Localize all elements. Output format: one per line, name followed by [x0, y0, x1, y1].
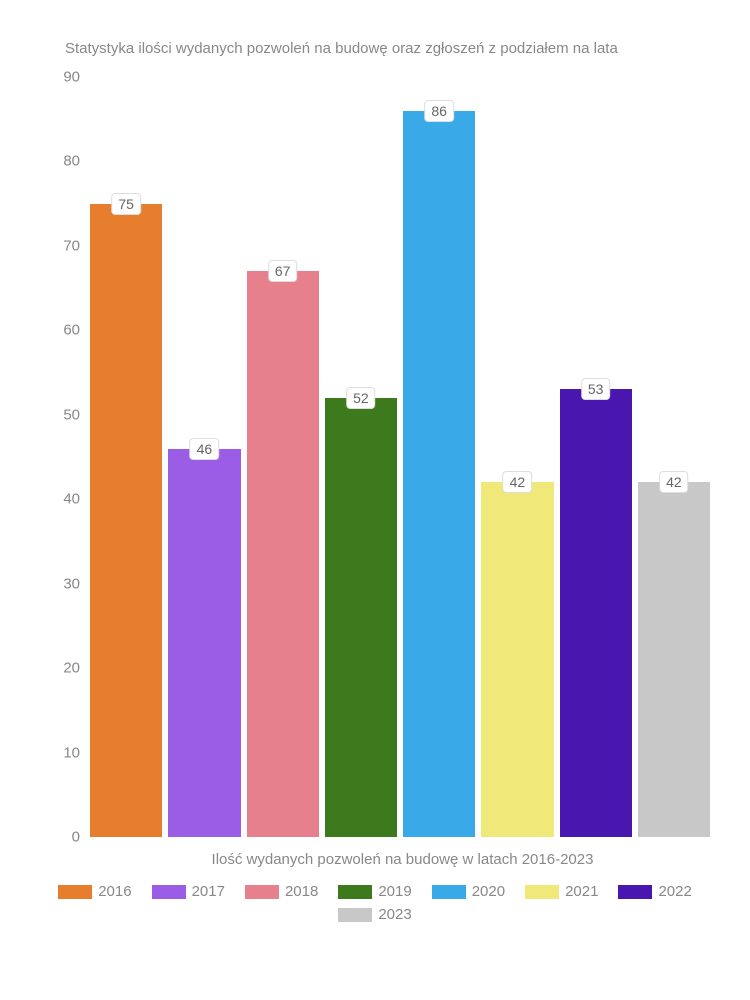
bar-chart: Statystyka ilości wydanych pozwoleń na b…	[30, 40, 720, 970]
bar-wrapper: 67	[244, 77, 322, 837]
legend-swatch	[58, 885, 92, 899]
legend-item-2019: 2019	[338, 883, 411, 900]
chart-title: Statystyka ilości wydanych pozwoleń na b…	[30, 40, 720, 57]
bar-value-label: 75	[111, 193, 141, 215]
y-tick: 10	[40, 744, 80, 761]
bar-wrapper: 42	[635, 77, 713, 837]
legend-label: 2018	[285, 883, 318, 900]
legend-swatch	[525, 885, 559, 899]
bar-2017: 46	[168, 449, 240, 837]
legend-swatch	[338, 908, 372, 922]
y-tick: 90	[40, 69, 80, 86]
bar-value-label: 42	[503, 471, 533, 493]
legend: 2016 2017 2018 2019 2020 2021 2022 2023	[30, 880, 720, 926]
y-tick: 40	[40, 491, 80, 508]
legend-item-2021: 2021	[525, 883, 598, 900]
legend-swatch	[152, 885, 186, 899]
y-tick: 30	[40, 575, 80, 592]
y-tick: 50	[40, 406, 80, 423]
bar-value-label: 46	[190, 438, 220, 460]
bar-2022: 53	[560, 389, 632, 837]
bars-region: 7546675286425342	[85, 77, 715, 837]
x-axis-label: Ilość wydanych pozwoleń na budowę w lata…	[85, 851, 720, 868]
bar-value-label: 67	[268, 260, 298, 282]
legend-item-2018: 2018	[245, 883, 318, 900]
bar-wrapper: 52	[322, 77, 400, 837]
bar-2020: 86	[403, 111, 475, 837]
legend-item-2022: 2022	[618, 883, 691, 900]
legend-label: 2023	[378, 906, 411, 923]
legend-label: 2016	[98, 883, 131, 900]
bar-2016: 75	[90, 204, 162, 837]
y-tick: 60	[40, 322, 80, 339]
bar-wrapper: 86	[400, 77, 478, 837]
legend-label: 2022	[658, 883, 691, 900]
y-tick: 70	[40, 237, 80, 254]
legend-swatch	[245, 885, 279, 899]
legend-swatch	[618, 885, 652, 899]
legend-label: 2020	[472, 883, 505, 900]
bar-value-label: 42	[659, 471, 689, 493]
y-tick: 20	[40, 660, 80, 677]
bar-2023: 42	[638, 482, 710, 837]
legend-item-2017: 2017	[152, 883, 225, 900]
bar-value-label: 52	[346, 387, 376, 409]
y-tick: 80	[40, 153, 80, 170]
legend-item-2020: 2020	[432, 883, 505, 900]
legend-label: 2019	[378, 883, 411, 900]
legend-label: 2021	[565, 883, 598, 900]
bar-value-label: 86	[424, 100, 454, 122]
bar-wrapper: 53	[557, 77, 635, 837]
bar-value-label: 53	[581, 378, 611, 400]
legend-label: 2017	[192, 883, 225, 900]
legend-item-2016: 2016	[58, 883, 131, 900]
bar-wrapper: 42	[478, 77, 556, 837]
legend-swatch	[432, 885, 466, 899]
legend-swatch	[338, 885, 372, 899]
bar-2018: 67	[247, 271, 319, 837]
bar-wrapper: 75	[87, 77, 165, 837]
bar-2021: 42	[481, 482, 553, 837]
bar-2019: 52	[325, 398, 397, 837]
legend-item-2023: 2023	[338, 906, 411, 923]
bar-wrapper: 46	[165, 77, 243, 837]
plot-area: 0102030405060708090 7546675286425342	[85, 77, 715, 837]
y-axis: 0102030405060708090	[40, 77, 80, 837]
y-tick: 0	[40, 829, 80, 846]
